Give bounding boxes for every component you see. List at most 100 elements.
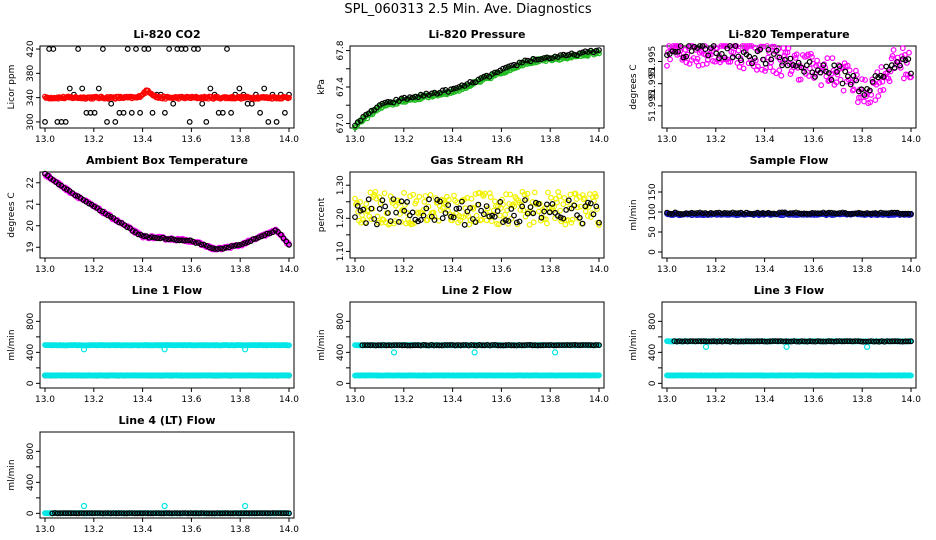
y-tick-label: 20 [26,220,36,232]
data-point [102,510,109,516]
data-point [110,510,117,516]
data-point [596,219,602,226]
x-tick-label: 13.8 [230,265,250,275]
data-point [580,342,586,348]
data-point [97,510,104,516]
data-point [433,342,440,349]
data-point [596,372,602,379]
y-tick-label: 1.10 [336,241,346,261]
series-black [352,196,602,228]
y-tick-label: 0 [26,510,36,516]
data-point [676,338,683,345]
data-point [568,219,575,226]
data-point [850,210,857,217]
data-point [135,231,142,238]
data-point [359,342,366,349]
data-point [357,207,364,214]
data-point [508,62,515,69]
data-point [787,210,794,217]
data-point [864,210,870,216]
data-point [481,342,488,349]
data-point [853,77,860,84]
data-point [886,66,892,73]
data-point [390,349,398,356]
chart-title: Gas Stream RH [430,154,523,167]
data-point [849,338,856,345]
data-point [242,240,249,247]
x-tick-label: 13.0 [35,525,55,535]
data-point [579,49,586,56]
data-point [566,342,573,349]
data-point [153,510,159,516]
data-point [365,196,372,203]
data-point [876,338,882,345]
y-tick-label: 800 [26,313,36,330]
data-point [729,338,736,345]
data-point [273,118,280,125]
data-point [391,342,398,349]
x-tick-label: 13.2 [84,135,104,145]
data-point [709,48,715,55]
chart-line1: Line 1 Flow 13.0 13.2 13.4 13.6 13.8 14.0 0 400 8… [7,284,299,405]
data-point [839,209,846,216]
data-point [905,210,912,217]
x-tick-label: 13.2 [84,525,104,535]
data-point [548,342,554,348]
data-point [272,510,279,516]
data-point [856,209,862,216]
data-point [548,194,554,201]
data-point [473,342,480,349]
x-tick-label: 13.4 [443,135,463,145]
data-point [170,236,177,243]
data-point [771,51,777,57]
data-point [680,54,687,61]
data-point [847,81,854,88]
data-point [524,57,531,64]
x-tick-label: 13.4 [133,395,153,405]
y-tick-label: 50 [648,226,658,238]
data-point [168,235,175,242]
x-tick-label: 13.2 [394,135,414,145]
data-point [751,338,757,345]
data-point [824,55,831,62]
data-point [776,67,783,74]
data-point [902,57,909,64]
data-point [783,338,789,345]
data-point [677,43,684,49]
data-point [211,510,218,517]
data-point [219,510,226,517]
data-point [472,219,479,226]
data-point [572,190,579,197]
data-point [423,342,430,349]
data-point [892,338,898,345]
data-point [878,338,885,345]
x-tick-label: 13.0 [345,265,365,275]
data-point [664,209,670,216]
data-point [897,338,904,345]
data-point [388,342,395,349]
data-point [367,342,374,349]
series-green [352,48,602,131]
data-point [590,211,597,218]
x-tick-label: 13.6 [181,265,201,275]
data-point [587,200,594,207]
data-point [224,510,231,517]
data-point [793,209,799,216]
data-point [727,338,734,345]
data-point [675,210,681,217]
data-point [836,338,843,345]
data-point [406,94,413,101]
data-point [812,73,818,80]
data-point [861,210,868,217]
y-tick-label: 340 [26,89,36,106]
data-point [533,199,539,206]
plot-frame [349,301,605,389]
data-point [131,510,138,517]
data-point [759,338,765,345]
data-point [200,510,207,516]
data-point [455,342,462,348]
data-point [489,342,496,348]
data-point [868,338,874,345]
data-point [740,210,747,217]
data-point [220,245,227,252]
